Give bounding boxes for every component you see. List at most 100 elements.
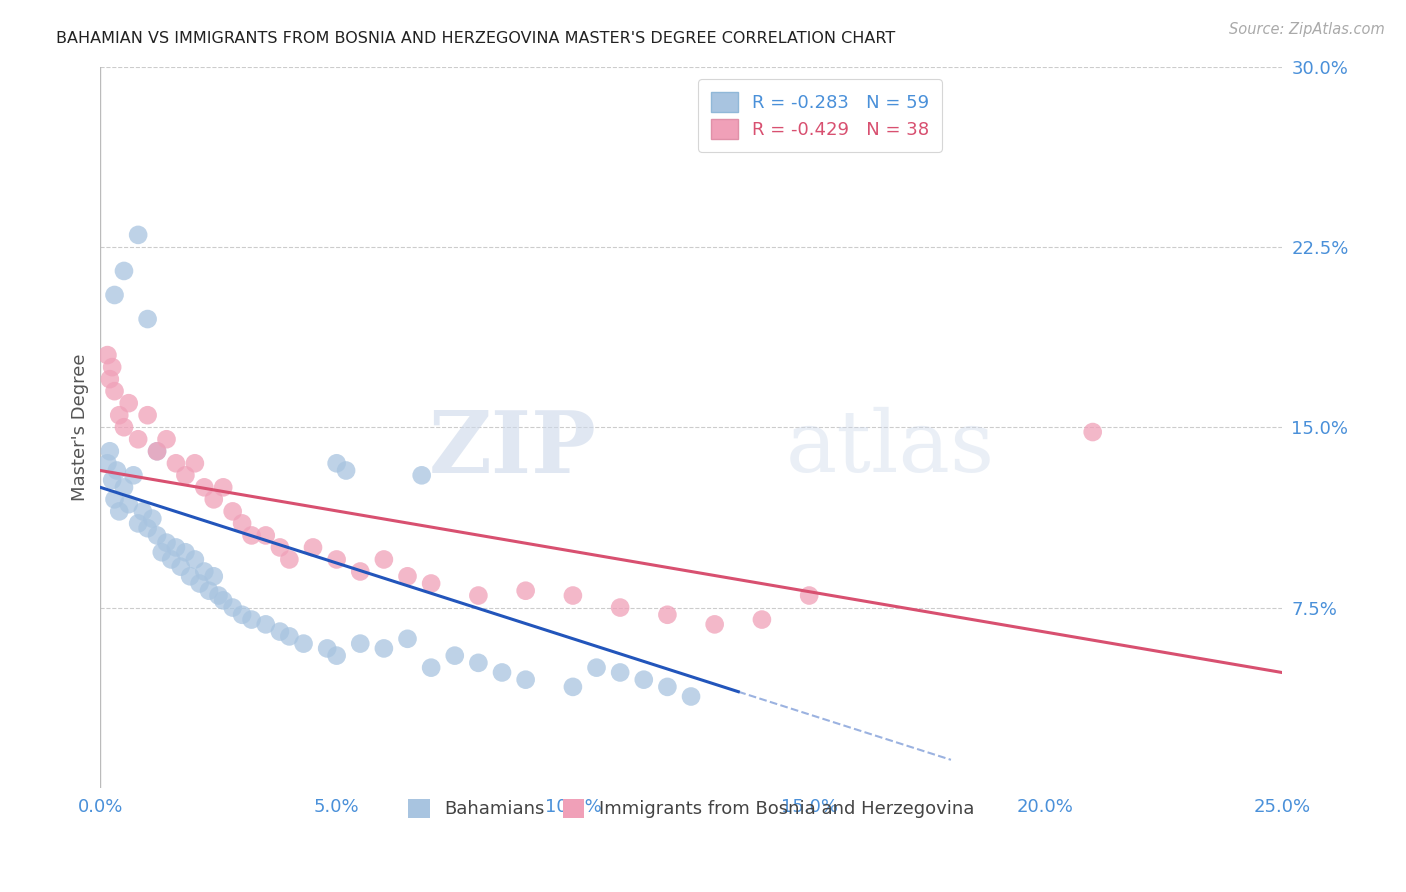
Point bbox=[420, 576, 443, 591]
Point bbox=[561, 589, 583, 603]
Point bbox=[561, 680, 583, 694]
Point bbox=[633, 673, 655, 687]
Point bbox=[420, 660, 443, 674]
Point bbox=[657, 607, 679, 622]
Point bbox=[657, 680, 679, 694]
Point bbox=[278, 552, 301, 566]
Point bbox=[467, 656, 489, 670]
Point bbox=[751, 613, 773, 627]
Point bbox=[174, 545, 197, 559]
Point bbox=[179, 569, 201, 583]
Point bbox=[165, 456, 187, 470]
Point bbox=[349, 637, 371, 651]
Point bbox=[515, 673, 537, 687]
Point bbox=[96, 456, 118, 470]
Point bbox=[411, 468, 433, 483]
Point bbox=[155, 535, 177, 549]
Point bbox=[136, 408, 159, 422]
Point bbox=[316, 641, 339, 656]
Point bbox=[349, 565, 371, 579]
Point bbox=[118, 396, 141, 410]
Point bbox=[160, 552, 183, 566]
Text: ZIP: ZIP bbox=[429, 407, 596, 491]
Point bbox=[141, 511, 163, 525]
Point bbox=[184, 456, 207, 470]
Point bbox=[240, 613, 263, 627]
Point bbox=[231, 516, 253, 531]
Point bbox=[396, 569, 419, 583]
Point bbox=[799, 589, 821, 603]
Point bbox=[112, 264, 135, 278]
Point bbox=[146, 528, 169, 542]
Point bbox=[207, 589, 229, 603]
Point bbox=[609, 600, 631, 615]
Point bbox=[325, 552, 347, 566]
Point bbox=[105, 463, 128, 477]
Point bbox=[136, 312, 159, 326]
Point bbox=[127, 516, 149, 531]
Point bbox=[108, 408, 131, 422]
Point bbox=[174, 468, 197, 483]
Point bbox=[96, 348, 118, 362]
Point bbox=[467, 589, 489, 603]
Text: Source: ZipAtlas.com: Source: ZipAtlas.com bbox=[1229, 22, 1385, 37]
Point bbox=[269, 541, 291, 555]
Point bbox=[146, 444, 169, 458]
Point bbox=[198, 583, 221, 598]
Point bbox=[491, 665, 513, 680]
Point bbox=[335, 463, 357, 477]
Point bbox=[679, 690, 702, 704]
Point bbox=[132, 504, 155, 518]
Point bbox=[127, 227, 149, 242]
Point bbox=[609, 665, 631, 680]
Point bbox=[703, 617, 725, 632]
Point bbox=[278, 629, 301, 643]
Point bbox=[292, 637, 315, 651]
Point bbox=[146, 444, 169, 458]
Point bbox=[202, 492, 225, 507]
Point bbox=[108, 504, 131, 518]
Point bbox=[396, 632, 419, 646]
Point bbox=[373, 641, 395, 656]
Point bbox=[165, 541, 187, 555]
Point bbox=[103, 492, 125, 507]
Point bbox=[103, 384, 125, 399]
Point bbox=[127, 432, 149, 446]
Point bbox=[269, 624, 291, 639]
Point bbox=[302, 541, 325, 555]
Point bbox=[101, 360, 124, 375]
Point bbox=[325, 648, 347, 663]
Point bbox=[184, 552, 207, 566]
Text: atlas: atlas bbox=[786, 408, 994, 491]
Point bbox=[170, 559, 193, 574]
Point bbox=[202, 569, 225, 583]
Legend: Bahamians, Immigrants from Bosnia and Herzegovina: Bahamians, Immigrants from Bosnia and He… bbox=[401, 792, 981, 826]
Point bbox=[585, 660, 607, 674]
Point bbox=[101, 473, 124, 487]
Point bbox=[150, 545, 173, 559]
Point bbox=[254, 528, 277, 542]
Point bbox=[118, 497, 141, 511]
Point bbox=[254, 617, 277, 632]
Point bbox=[193, 480, 215, 494]
Point bbox=[240, 528, 263, 542]
Point bbox=[221, 600, 243, 615]
Point bbox=[112, 420, 135, 434]
Point bbox=[212, 593, 235, 607]
Point bbox=[231, 607, 253, 622]
Point bbox=[1081, 425, 1104, 439]
Point bbox=[98, 444, 121, 458]
Point bbox=[221, 504, 243, 518]
Point bbox=[212, 480, 235, 494]
Point bbox=[515, 583, 537, 598]
Point bbox=[188, 576, 211, 591]
Point bbox=[112, 480, 135, 494]
Point bbox=[122, 468, 145, 483]
Point bbox=[98, 372, 121, 386]
Point bbox=[193, 565, 215, 579]
Text: BAHAMIAN VS IMMIGRANTS FROM BOSNIA AND HERZEGOVINA MASTER'S DEGREE CORRELATION C: BAHAMIAN VS IMMIGRANTS FROM BOSNIA AND H… bbox=[56, 31, 896, 46]
Point bbox=[103, 288, 125, 302]
Y-axis label: Master's Degree: Master's Degree bbox=[72, 353, 89, 501]
Point bbox=[155, 432, 177, 446]
Point bbox=[136, 521, 159, 535]
